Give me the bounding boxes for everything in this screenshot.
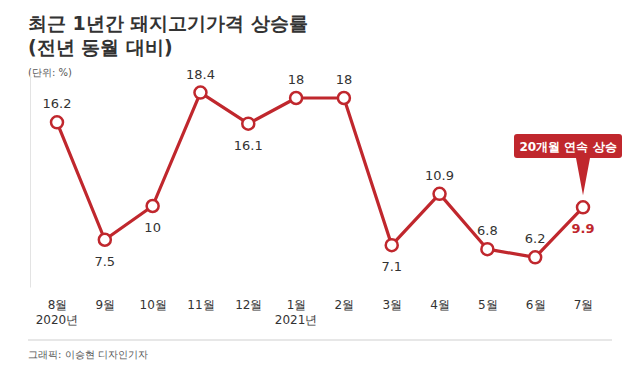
x-tick: 7월 bbox=[574, 292, 594, 312]
source: 그래픽: 이승현 디자인기자 bbox=[28, 349, 148, 360]
point bbox=[99, 234, 111, 246]
x-sublabel: 2020년 bbox=[36, 313, 79, 327]
x-tick-label: 7월 bbox=[574, 298, 594, 312]
x-tick-label: 2월 bbox=[335, 298, 355, 312]
x-tick: 12월 bbox=[235, 292, 262, 312]
x-tick: 4월 bbox=[430, 292, 450, 312]
point bbox=[51, 116, 63, 128]
footer-rule bbox=[28, 340, 612, 341]
x-tick: 1월 bbox=[287, 292, 307, 312]
point bbox=[338, 92, 350, 104]
y-axis-line bbox=[30, 72, 31, 288]
data-label: 16.1 bbox=[234, 138, 263, 153]
data-label: 18 bbox=[288, 72, 305, 87]
x-axis: 8월 9월 10월 11월 12월 1월 2월 3월 4월 5월 6월 7월 bbox=[48, 292, 594, 312]
y-axis bbox=[30, 72, 31, 288]
x-sublabel: 2021년 bbox=[275, 313, 318, 327]
annotation-text: 20개월 연속 상승 bbox=[519, 140, 616, 154]
data-label: 7.1 bbox=[381, 259, 402, 274]
x-tick: 5월 bbox=[478, 292, 498, 312]
annotation: 20개월 연속 상승 bbox=[514, 134, 622, 195]
x-tick-label: 10월 bbox=[139, 298, 166, 312]
x-tick: 10월 bbox=[139, 292, 166, 312]
x-tick: 11월 bbox=[187, 292, 214, 312]
x-tick: 2월 bbox=[335, 292, 355, 312]
line bbox=[57, 93, 583, 258]
data-label: 10 bbox=[144, 220, 161, 235]
data-label: 9.9 bbox=[571, 221, 594, 236]
x-tick-label: 5월 bbox=[478, 298, 498, 312]
point bbox=[481, 243, 493, 255]
point bbox=[529, 251, 541, 263]
data-label: 18 bbox=[336, 72, 353, 87]
data-label: 6.2 bbox=[525, 231, 546, 246]
plot-area bbox=[51, 87, 589, 264]
point bbox=[386, 239, 398, 251]
point bbox=[242, 118, 254, 130]
data-label: 10.9 bbox=[425, 168, 454, 183]
annotation-pointer bbox=[576, 158, 590, 195]
point bbox=[194, 87, 206, 99]
data-label: 16.2 bbox=[43, 96, 72, 111]
x-tick-label: 8월 bbox=[48, 298, 68, 312]
x-tick-label: 3월 bbox=[382, 298, 402, 312]
x-tick: 6월 bbox=[526, 292, 546, 312]
annotation-box bbox=[514, 134, 622, 158]
x-tick-label: 11월 bbox=[187, 298, 214, 312]
point bbox=[147, 200, 159, 212]
point bbox=[290, 92, 302, 104]
point bbox=[577, 201, 589, 213]
unit-label: (단위: %) bbox=[28, 67, 72, 78]
x-tick: 9월 bbox=[95, 292, 115, 312]
chart: 최근 1년간 돼지고기가격 상승률(전년 동월 대비) (단위: %) 8월 9월 10… bbox=[0, 0, 640, 370]
data-label: 6.8 bbox=[477, 223, 498, 238]
data-label: 18.4 bbox=[186, 67, 215, 82]
x-tick-label: 1월 bbox=[287, 298, 307, 312]
x-tick-label: 4월 bbox=[430, 298, 450, 312]
x-tick-label: 6월 bbox=[526, 298, 546, 312]
subtitle: (전년 동월 대비) bbox=[28, 36, 173, 58]
x-tick-label: 9월 bbox=[95, 298, 115, 312]
data-label: 7.5 bbox=[94, 254, 115, 269]
x-tick-label: 12월 bbox=[235, 298, 262, 312]
point bbox=[434, 188, 446, 200]
title: 최근 1년간 돼지고기가격 상승률 bbox=[28, 12, 308, 34]
x-tick: 3월 bbox=[382, 292, 402, 312]
x-tick: 8월 bbox=[48, 292, 68, 312]
